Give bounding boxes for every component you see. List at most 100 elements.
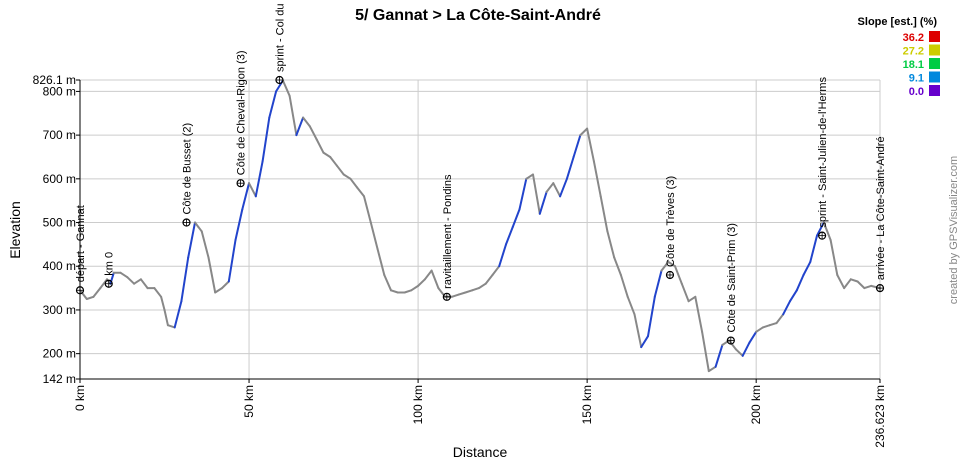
waypoint-label: sprint - Col du xyxy=(274,4,286,72)
profile-segment xyxy=(99,278,108,290)
profile-segment xyxy=(261,116,271,163)
profile-segment xyxy=(383,274,392,292)
x-tick-label: 0 km xyxy=(73,385,87,411)
chart-title: 5/ Gannat > La Côte-Saint-André xyxy=(355,7,601,24)
profile-segment xyxy=(836,274,846,290)
profile-segment xyxy=(707,365,717,373)
legend-entry-label: 0.0 xyxy=(909,86,924,98)
y-tick-label: 800 m xyxy=(43,84,76,98)
profile-segment xyxy=(843,278,852,290)
profile-segment xyxy=(802,260,812,276)
profile-segment xyxy=(234,208,244,241)
profile-segment xyxy=(403,289,413,294)
profile-segment xyxy=(160,295,166,311)
profile-segment xyxy=(410,284,420,292)
x-tick-label: 100 km xyxy=(411,385,425,424)
profile-segment xyxy=(295,116,305,137)
profile-segment xyxy=(288,94,298,137)
x-tick-label: 50 km xyxy=(242,385,256,418)
profile-segment xyxy=(308,125,318,141)
profile-segment xyxy=(856,280,866,290)
profile-segment xyxy=(133,278,142,285)
legend-entry-label: 9.1 xyxy=(909,73,924,85)
profile-segment xyxy=(653,269,663,298)
profile-segment xyxy=(538,190,548,215)
legend-entry-label: 36.2 xyxy=(903,32,924,44)
profile-segment xyxy=(464,289,474,294)
profile-segment xyxy=(619,274,629,298)
profile-segment xyxy=(748,330,758,344)
y-tick-label: 400 m xyxy=(43,259,76,273)
x-tick-label: 200 km xyxy=(749,385,763,424)
profile-segment xyxy=(180,256,190,303)
profile-segment xyxy=(741,341,751,357)
profile-segment xyxy=(207,256,217,294)
waypoint-label: Côte de Saint-Prim (3) xyxy=(726,223,738,332)
profile-segment xyxy=(369,221,379,250)
profile-segment xyxy=(498,243,507,268)
profile-segment xyxy=(687,295,697,303)
profile-segment xyxy=(335,164,345,176)
profile-segment xyxy=(829,239,839,276)
waypoint-label: sprint - Saint-Julien-de-l'Herms xyxy=(817,76,829,227)
waypoint-label: Côte de Trèves (3) xyxy=(665,176,677,267)
profile-segment xyxy=(714,343,724,368)
y-tick-label: 500 m xyxy=(43,216,76,230)
waypoint-label: Côte de Busset (2) xyxy=(181,123,193,215)
profile-segment xyxy=(450,293,460,298)
profile-segment xyxy=(329,156,338,167)
profile-segment xyxy=(579,127,589,137)
profile-segment xyxy=(221,280,230,290)
y-tick-label: 142 m xyxy=(43,372,76,386)
profile-segment xyxy=(471,287,480,292)
y-axis-ticks: 142 m 200 m 300 m 400 m 500 m 600 m 700 m 800 m… xyxy=(33,73,80,386)
profile-segment xyxy=(302,116,311,128)
profile-segment xyxy=(782,300,791,316)
profile-segment xyxy=(254,160,264,198)
slope-legend: Slope [est.] (%) 36.2 27.218.1 9.10.0 xyxy=(858,16,940,98)
profile-segment xyxy=(775,313,785,325)
profile-segment xyxy=(322,151,332,158)
profile-segment xyxy=(376,247,386,276)
profile-segment xyxy=(153,287,163,298)
profile-segment xyxy=(822,221,832,241)
profile-segment xyxy=(417,278,426,287)
profile-segment xyxy=(647,295,656,338)
profile-segment xyxy=(119,271,129,279)
profile-segment xyxy=(525,173,534,180)
profile-segment xyxy=(163,308,169,327)
profile-segment xyxy=(816,221,825,237)
profile-segment xyxy=(768,322,778,327)
profile-segment xyxy=(430,269,440,290)
legend-swatch xyxy=(929,31,940,42)
x-axis-label: Distance xyxy=(453,444,508,460)
profile-segment xyxy=(680,282,690,303)
profile-segment xyxy=(667,260,676,268)
profile-segment xyxy=(173,300,183,329)
profile-segment xyxy=(92,287,102,298)
profile-segment xyxy=(755,326,764,333)
profile-segment xyxy=(390,289,399,294)
grid xyxy=(79,79,881,380)
profile-segment xyxy=(626,295,636,316)
profile-segment xyxy=(248,182,257,198)
y-tick-label: 200 m xyxy=(43,347,76,361)
profile-segment xyxy=(532,173,541,215)
profile-segment xyxy=(674,265,683,285)
x-axis-ticks: 0 km 50 km 100 km 150 km 200 km 236.623 km xyxy=(73,379,887,448)
profile-segment xyxy=(484,274,494,285)
profile-segment xyxy=(734,348,744,357)
profile-segment xyxy=(491,265,501,276)
profile-segment xyxy=(599,195,609,233)
y-tick-label: 826.1 m xyxy=(33,73,76,87)
profile-segment xyxy=(315,138,325,154)
y-tick-label: 300 m xyxy=(43,303,76,317)
profile-segment xyxy=(586,127,595,163)
profile-segment xyxy=(505,225,514,246)
profile-segment xyxy=(694,295,704,333)
profile-segment xyxy=(511,208,521,228)
legend-swatch xyxy=(929,58,940,69)
profile-segment xyxy=(789,289,798,303)
profile-segment xyxy=(79,289,88,300)
